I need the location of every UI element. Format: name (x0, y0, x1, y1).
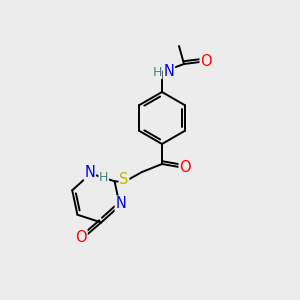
Text: N: N (115, 196, 126, 211)
Text: O: O (179, 160, 191, 175)
Text: N: N (84, 165, 95, 180)
Text: O: O (200, 55, 212, 70)
Text: H: H (152, 65, 162, 79)
Text: H: H (99, 171, 109, 184)
Text: S: S (119, 172, 129, 188)
Text: N: N (164, 64, 174, 80)
Text: O: O (75, 230, 87, 245)
